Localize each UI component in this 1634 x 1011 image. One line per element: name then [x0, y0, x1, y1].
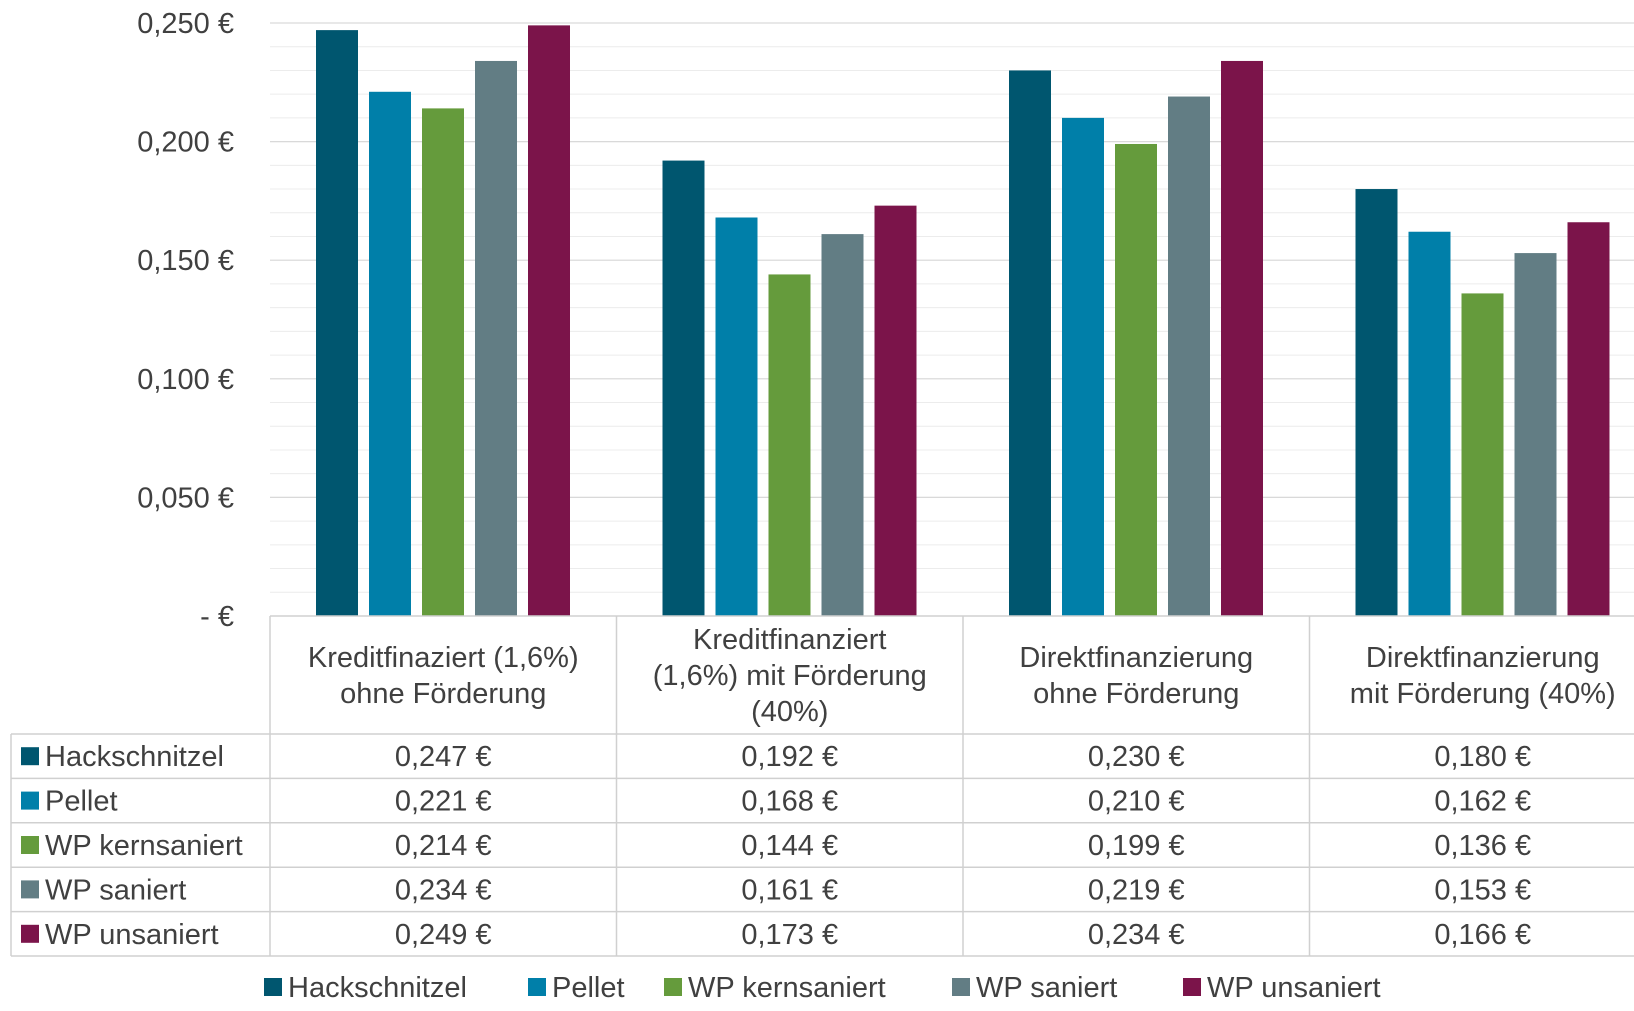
data-label: 0,234 € [1088, 919, 1185, 951]
y-tick-label: 0,250 € [137, 8, 234, 40]
table-series-name: WP saniert [45, 874, 186, 906]
table-series-name: WP unsaniert [45, 919, 219, 951]
legend-label: Hackschnitzel [288, 972, 467, 1004]
bar [821, 234, 864, 616]
legend-label: Pellet [552, 972, 625, 1004]
data-label: 0,144 € [741, 830, 838, 862]
bars [316, 25, 1610, 617]
bar [1514, 253, 1557, 617]
y-tick-label: 0,200 € [137, 127, 234, 159]
data-label: 0,168 € [741, 786, 838, 818]
table-legend-key [21, 836, 39, 854]
category-label: ohne Förderung [1033, 678, 1239, 710]
bar [422, 108, 464, 616]
data-table: Kreditfinaziert (1,6%) ohne Förderung Kred… [10, 615, 1634, 957]
legend-key [664, 978, 682, 996]
category-label: Direktfinanzierung [1019, 642, 1253, 674]
major-gridlines: 0,250 € 0,200 € 0,150 € 0,100 € 0,050 € - € [137, 8, 1634, 633]
legend: Hackschnitzel Pellet WP kernsaniert WP sani… [264, 972, 1381, 1004]
category-label: (1,6%) mit Förderung [653, 660, 927, 692]
data-label: 0,153 € [1434, 874, 1531, 906]
table-legend-key [21, 791, 39, 810]
bar [369, 91, 411, 616]
bar [1461, 293, 1504, 616]
data-label: 0,234 € [395, 874, 492, 906]
bar [715, 217, 758, 616]
table-series-name: WP kernsaniert [45, 830, 243, 862]
legend-key [952, 978, 970, 996]
bar [1009, 70, 1051, 616]
legend-key [528, 978, 546, 996]
category-label: ohne Förderung [340, 678, 546, 710]
data-label: 0,219 € [1088, 874, 1185, 906]
y-tick-label: 0,150 € [137, 245, 234, 277]
table-series-name: Pellet [45, 786, 118, 818]
data-label: 0,214 € [395, 830, 492, 862]
data-label: 0,180 € [1434, 741, 1531, 773]
legend-key [1183, 978, 1201, 996]
category-label: Direktfinanzierung [1366, 642, 1600, 674]
bar [1408, 231, 1451, 616]
category-label: (40%) [751, 696, 828, 728]
bar [768, 274, 811, 616]
data-label: 0,230 € [1088, 741, 1185, 773]
data-label: 0,210 € [1088, 786, 1185, 818]
bar [1115, 143, 1157, 617]
table-legend-key [21, 924, 39, 943]
bar [1221, 60, 1263, 616]
data-label: 0,161 € [741, 874, 838, 906]
bar [874, 205, 917, 617]
data-label: 0,192 € [741, 741, 838, 773]
legend-label: WP kernsaniert [688, 972, 886, 1004]
data-label: 0,173 € [741, 919, 838, 951]
data-label: 0,162 € [1434, 786, 1531, 818]
table-series-name: Hackschnitzel [45, 741, 224, 773]
data-label: 0,166 € [1434, 919, 1531, 951]
table-legend-key [21, 747, 39, 766]
table-legend-key [21, 880, 39, 899]
bar [662, 160, 705, 617]
legend-key [264, 978, 282, 996]
bar [1355, 189, 1398, 617]
bar [1062, 117, 1104, 616]
y-tick-label: 0,050 € [137, 482, 234, 514]
data-label: 0,249 € [395, 919, 492, 951]
bar [1168, 96, 1210, 617]
category-label: mit Förderung (40%) [1350, 678, 1616, 710]
legend-label: WP unsaniert [1207, 972, 1381, 1004]
bar [316, 30, 358, 616]
bar [475, 60, 517, 616]
legend-label: WP saniert [976, 972, 1117, 1004]
data-label: 0,199 € [1088, 830, 1185, 862]
data-label: 0,247 € [395, 741, 492, 773]
data-label: 0,221 € [395, 786, 492, 818]
bar [528, 25, 570, 616]
y-tick-label: - € [200, 601, 234, 633]
category-label: Kreditfinaziert (1,6%) [308, 642, 579, 674]
bar [1567, 222, 1610, 617]
y-tick-label: 0,100 € [137, 364, 234, 396]
category-label: Kreditfinanziert [693, 624, 886, 656]
data-label: 0,136 € [1434, 830, 1531, 862]
